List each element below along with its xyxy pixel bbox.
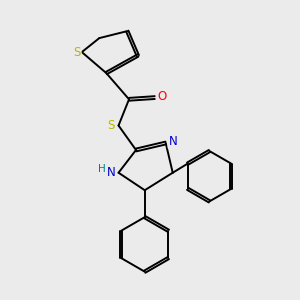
Text: N: N bbox=[106, 166, 115, 179]
Text: S: S bbox=[107, 119, 115, 132]
Text: S: S bbox=[73, 46, 80, 59]
Text: O: O bbox=[157, 90, 166, 103]
Text: N: N bbox=[169, 135, 178, 148]
Text: H: H bbox=[98, 164, 106, 174]
